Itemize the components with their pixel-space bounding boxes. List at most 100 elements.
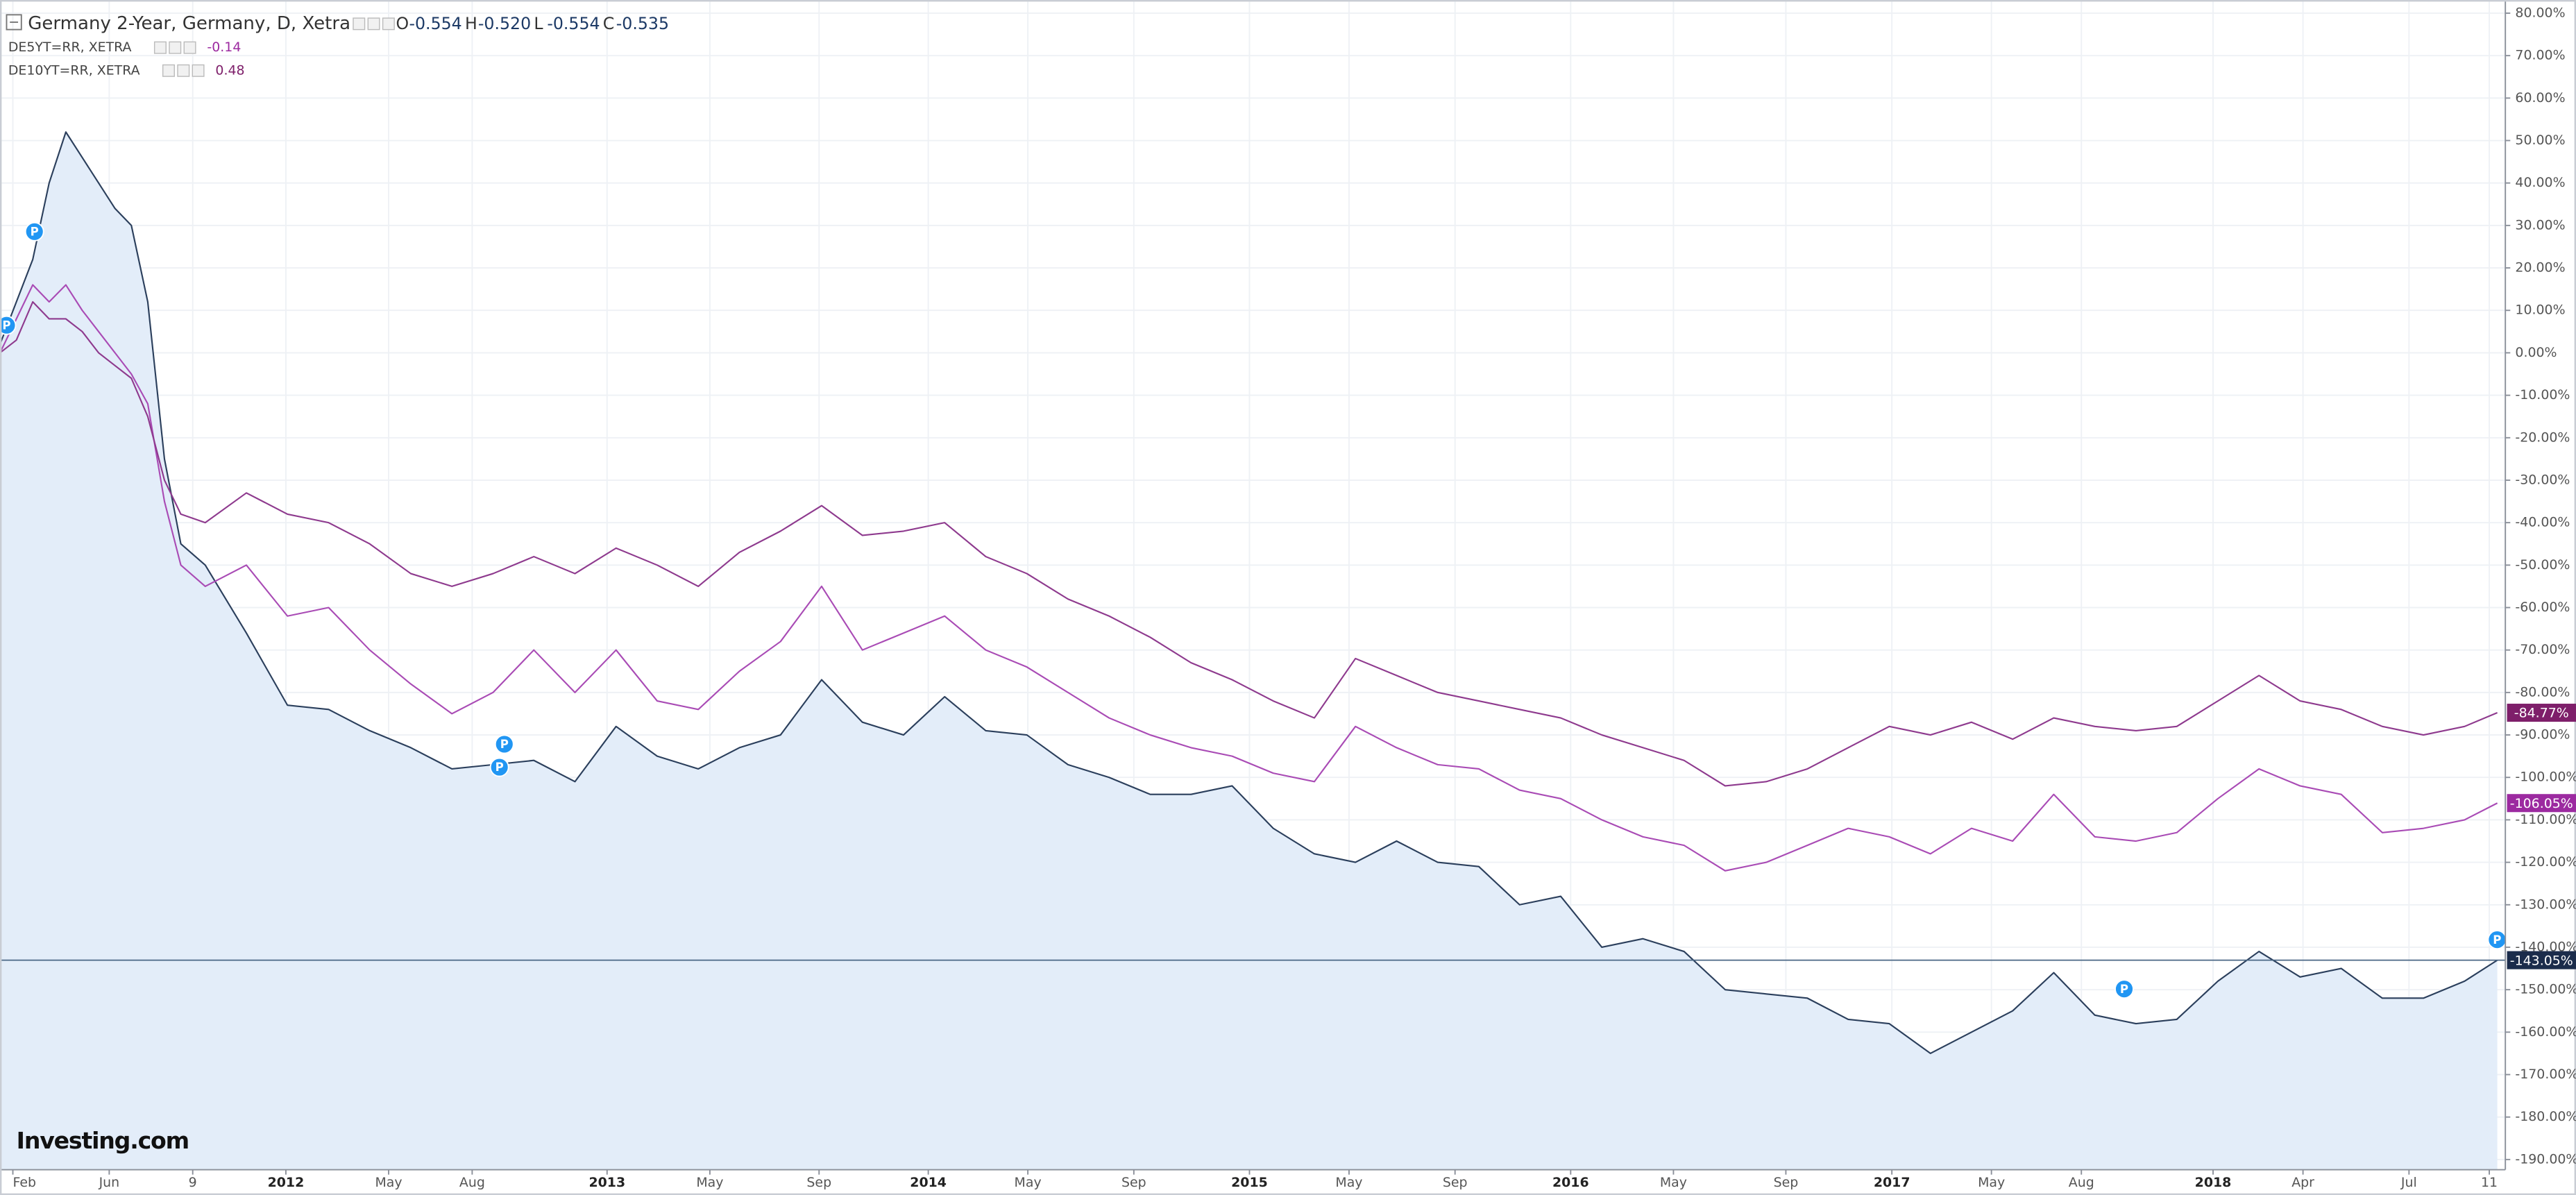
y-tick-label: -40.00% <box>2515 515 2570 530</box>
series-title: Germany 2-Year, Germany, D, Xetra <box>28 13 350 34</box>
x-tick-label: 11 <box>2481 1175 2498 1190</box>
price-tag <box>2507 951 2576 969</box>
y-tick-label: -60.00% <box>2515 600 2570 615</box>
x-tick-label: Apr <box>2291 1175 2314 1190</box>
y-tick-label: -10.00% <box>2515 387 2570 402</box>
x-tick-label: 9 <box>189 1175 197 1190</box>
x-tick-label: 2018 <box>2195 1175 2232 1190</box>
series-control-icon <box>192 64 205 77</box>
annotation-marker-label: P <box>495 761 504 774</box>
ohlc-label: O <box>396 14 409 33</box>
collapse-button[interactable] <box>6 14 22 31</box>
x-tick-label: Jun <box>99 1175 120 1190</box>
ohlc-label: H <box>465 14 477 33</box>
x-tick-label: 2014 <box>910 1175 947 1190</box>
ohlc-label: L <box>534 14 543 33</box>
y-tick-label: -90.00% <box>2515 727 2570 743</box>
x-tick-label: Sep <box>806 1175 831 1190</box>
x-tick-label: Feb <box>13 1175 37 1190</box>
y-tick-label: -170.00% <box>2515 1067 2576 1082</box>
y-tick-label: -110.00% <box>2515 812 2576 827</box>
ohlc-value: -0.554 <box>409 14 461 33</box>
y-tick-label: 50.00% <box>2515 133 2565 148</box>
series-control-icon <box>162 64 175 77</box>
y-tick-label: -180.00% <box>2515 1109 2576 1124</box>
x-tick-label: 2016 <box>1552 1175 1589 1190</box>
price-tag <box>2507 704 2576 722</box>
annotation-marker <box>0 315 17 335</box>
x-tick-label: May <box>1660 1175 1687 1190</box>
y-tick-label: -70.00% <box>2515 642 2570 657</box>
x-tick-label: 2015 <box>1231 1175 1268 1190</box>
y-tick-label: 70.00% <box>2515 48 2565 63</box>
y-tick-label: -100.00% <box>2515 770 2576 785</box>
x-tick-label: Aug <box>2069 1175 2094 1190</box>
x-tick-label: 2012 <box>268 1175 305 1190</box>
series-control-icon <box>153 41 167 54</box>
y-tick-label: 0.00% <box>2515 345 2557 360</box>
x-tick-label: 2017 <box>1874 1175 1910 1190</box>
legend-series-name: DE5YT=RR, XETRA <box>8 40 132 55</box>
x-tick-label: Aug <box>459 1175 485 1190</box>
price-tag-label: -106.05% <box>2510 796 2573 811</box>
x-tick-label: Sep <box>1774 1175 1799 1190</box>
axes: 80.00% 70.00% 60.00% 50.00% 40.00% 30.00% 20.0… <box>12 5 2576 1190</box>
legend-series-value: -0.14 <box>207 40 241 55</box>
y-tick-label: 30.00% <box>2515 217 2565 232</box>
annotation-marker <box>24 221 44 241</box>
y-tick-label: 60.00% <box>2515 90 2565 105</box>
series-line <box>0 300 2498 787</box>
price-tag-label: -143.05% <box>2510 953 2573 968</box>
series-control-icon <box>169 41 182 54</box>
ohlc-value: -0.535 <box>616 14 669 33</box>
y-tick-label: -80.00% <box>2515 684 2570 700</box>
annotation-marker <box>2487 930 2507 950</box>
annotation-marker-label: P <box>2493 933 2501 947</box>
legend-header: Germany 2-Year, Germany, D, Xetra O -0.55… <box>6 13 669 78</box>
y-tick-label: -30.00% <box>2515 472 2570 487</box>
annotation-marker-label: P <box>31 225 39 238</box>
y-tick-label: -130.00% <box>2515 897 2576 912</box>
y-tick-label: -150.00% <box>2515 982 2576 997</box>
ohlc-label: C <box>603 14 615 33</box>
area <box>0 132 2498 1170</box>
x-tick-label: May <box>696 1175 723 1190</box>
ohlc-value: -0.520 <box>478 14 531 33</box>
price-tag <box>2507 794 2576 813</box>
x-tick-label: Sep <box>1443 1175 1468 1190</box>
y-tick-label: -20.00% <box>2515 430 2570 445</box>
y-tick-label: -140.00% <box>2515 939 2576 954</box>
y-tick-label: 80.00% <box>2515 5 2565 20</box>
series-control-icon <box>382 17 395 31</box>
ohlc-value: -0.554 <box>547 14 600 33</box>
series-control-icon <box>353 17 366 31</box>
x-tick-label: May <box>1978 1175 2005 1190</box>
y-tick-label: -50.00% <box>2515 557 2570 573</box>
x-tick-label: Jul <box>2400 1175 2417 1190</box>
annotation-marker <box>494 734 514 754</box>
y-tick-label: -160.00% <box>2515 1024 2576 1040</box>
annotation-marker-label: P <box>2120 983 2128 996</box>
y-tick-label: 10.00% <box>2515 303 2565 318</box>
x-tick-label: May <box>1335 1175 1362 1190</box>
x-tick-label: 2013 <box>588 1175 625 1190</box>
x-tick-label: Sep <box>1121 1175 1146 1190</box>
series-line <box>0 284 2498 872</box>
tags: -143.05% -106.05% -84.77% <box>2507 704 2576 969</box>
annotation-marker-label: P <box>500 738 509 751</box>
x-tick-label: May <box>1015 1175 1042 1190</box>
logo: Investing.com <box>17 1127 189 1154</box>
y-tick-label: 20.00% <box>2515 260 2565 276</box>
x-tick-label: May <box>375 1175 402 1190</box>
annotation-marker <box>2115 979 2134 999</box>
series-line <box>0 131 2498 1054</box>
annotation-marker-label: P <box>2 319 10 332</box>
price-tag-label: -84.77% <box>2514 706 2569 721</box>
series-control-icon <box>183 41 196 54</box>
y-tick-label: 40.00% <box>2515 175 2565 190</box>
y-tick-label: -120.00% <box>2515 854 2576 870</box>
